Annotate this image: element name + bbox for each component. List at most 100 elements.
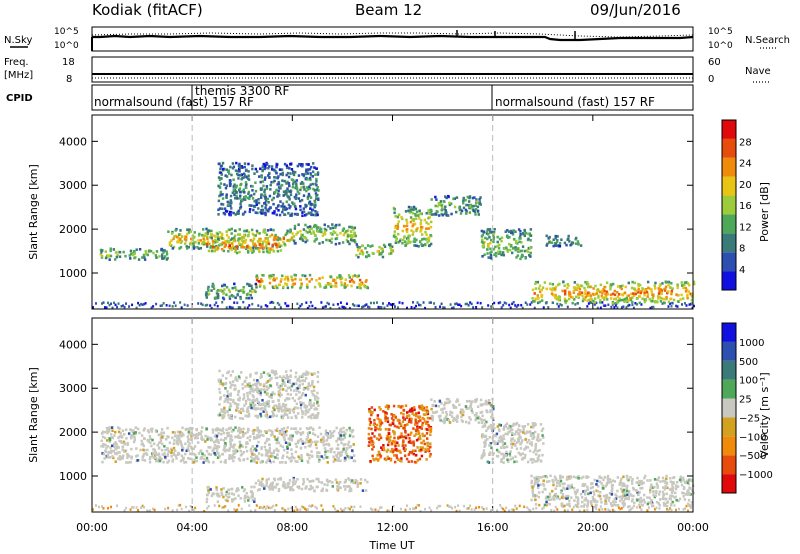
scatter-cell-0 xyxy=(286,426,289,429)
scatter-cell-12 xyxy=(242,188,246,191)
scatter-cell-6 xyxy=(340,276,344,280)
scatter-cell-0 xyxy=(179,441,182,445)
scatter-cell-12 xyxy=(272,202,275,206)
scatter-cell-11 xyxy=(612,302,616,305)
scatter-cell-1 xyxy=(172,237,175,241)
scatter-cell-0 xyxy=(154,451,158,455)
scatter-cell-6 xyxy=(530,481,533,485)
scatter-cell-0 xyxy=(178,434,182,438)
scatter-cell-12 xyxy=(291,170,295,174)
clutter-cell xyxy=(586,305,589,308)
scatter-cell-0 xyxy=(150,444,153,448)
scatter-cell-6 xyxy=(567,484,571,488)
scatter-cell-5 xyxy=(492,452,495,455)
scatter-cell-0 xyxy=(259,430,263,433)
scatter-cell-9 xyxy=(508,242,511,246)
scatter-cell-10 xyxy=(577,242,580,246)
scatter-cell-12 xyxy=(295,179,298,182)
scatter-cell-2 xyxy=(242,236,245,240)
scatter-cell-0 xyxy=(216,456,220,459)
scatter-cell-1 xyxy=(273,235,277,239)
scatter-cell-3 xyxy=(414,429,418,432)
scatter-cell-12 xyxy=(288,206,291,210)
scatter-cell-5 xyxy=(394,239,398,243)
scatter-cell-2 xyxy=(252,250,255,253)
scatter-cell-3 xyxy=(384,419,387,423)
clutter-cell xyxy=(204,304,207,307)
scatter-cell-1 xyxy=(254,234,257,237)
scatter-cell-3 xyxy=(310,227,313,230)
scatter-cell-0 xyxy=(207,452,210,456)
scatter-cell-3 xyxy=(313,239,316,243)
scatter-cell-0 xyxy=(157,457,160,461)
scatter-cell-1 xyxy=(277,487,281,491)
scatter-cell-11 xyxy=(571,301,574,305)
clutter-cell xyxy=(104,306,107,309)
scatter-cell-11 xyxy=(644,289,647,292)
scatter-cell-0 xyxy=(217,441,220,444)
scatter-cell-0 xyxy=(322,437,325,440)
scatter-cell-6 xyxy=(530,498,533,502)
scatter-cell-6 xyxy=(583,483,587,486)
scatter-cell-0 xyxy=(316,435,320,438)
scatter-cell-3 xyxy=(422,406,426,410)
scatter-cell-11 xyxy=(630,292,633,296)
scatter-cell-3 xyxy=(427,425,431,428)
scatter-cell-1 xyxy=(350,480,353,484)
scatter-cell-6 xyxy=(274,284,278,288)
scatter-cell-3 xyxy=(426,442,429,445)
scatter-cell-6 xyxy=(633,501,636,505)
scatter-cell-11 xyxy=(584,280,587,284)
scatter-cell-12 xyxy=(235,161,238,165)
scatter-cell-5 xyxy=(407,209,410,213)
clutter-cell xyxy=(458,303,461,306)
clutter-cell xyxy=(689,506,692,509)
clutter-cell xyxy=(213,303,216,307)
scatter-cell-0 xyxy=(296,460,299,464)
scatter-cell-0 xyxy=(304,445,307,449)
clutter-cell xyxy=(422,301,425,304)
scatter-cell-7 xyxy=(236,293,239,297)
scatter-cell-3 xyxy=(389,450,392,453)
scatter-cell-12 xyxy=(225,210,229,213)
clutter-cell xyxy=(189,504,192,508)
scatter-cell-6 xyxy=(655,500,659,504)
scatter-cell-4 xyxy=(475,412,478,415)
scatter-cell-6 xyxy=(263,286,266,290)
scatter-cell-6 xyxy=(614,500,617,504)
scatter-cell-4 xyxy=(452,419,455,422)
scatter-cell-12 xyxy=(259,167,262,171)
scatter-cell-4 xyxy=(482,403,485,406)
clutter-cell xyxy=(572,505,575,509)
scatter-cell-3 xyxy=(386,407,390,411)
nsearch-tick-high: 10^5 xyxy=(708,27,733,37)
scatter-cell-3 xyxy=(427,428,430,432)
scatter-cell-3 xyxy=(424,420,427,423)
scatter-cell-6 xyxy=(282,285,285,289)
scatter-cell-0 xyxy=(187,456,190,460)
clutter-cell xyxy=(137,508,140,512)
scatter-cell-12 xyxy=(229,182,232,186)
clutter-cell xyxy=(102,507,105,510)
clutter-cell xyxy=(418,303,421,307)
scatter-cell-0 xyxy=(344,458,348,461)
scatter-cell-9 xyxy=(526,232,530,236)
scatter-cell-0 xyxy=(136,427,140,431)
scatter-cell-0 xyxy=(152,456,156,459)
scatter-cell-12 xyxy=(269,188,272,191)
scatter-cell-2 xyxy=(232,493,236,496)
clutter-cell xyxy=(387,509,390,513)
scatter-cell-6 xyxy=(687,482,690,486)
scatter-cell-12 xyxy=(308,194,311,198)
scatter-cell-11 xyxy=(605,281,609,285)
scatter-cell-11 xyxy=(661,282,664,285)
scatter-cell-3 xyxy=(421,434,425,438)
scatter-cell-11 xyxy=(603,289,606,293)
scatter-cell-1 xyxy=(277,489,281,493)
scatter-cell-12 xyxy=(315,179,318,183)
scatter-cell-11 xyxy=(667,300,671,304)
scatter-cell-0 xyxy=(195,433,199,436)
scatter-cell-6 xyxy=(340,283,343,287)
scatter-cell-5 xyxy=(529,434,533,438)
scatter-cell-0 xyxy=(267,443,271,446)
